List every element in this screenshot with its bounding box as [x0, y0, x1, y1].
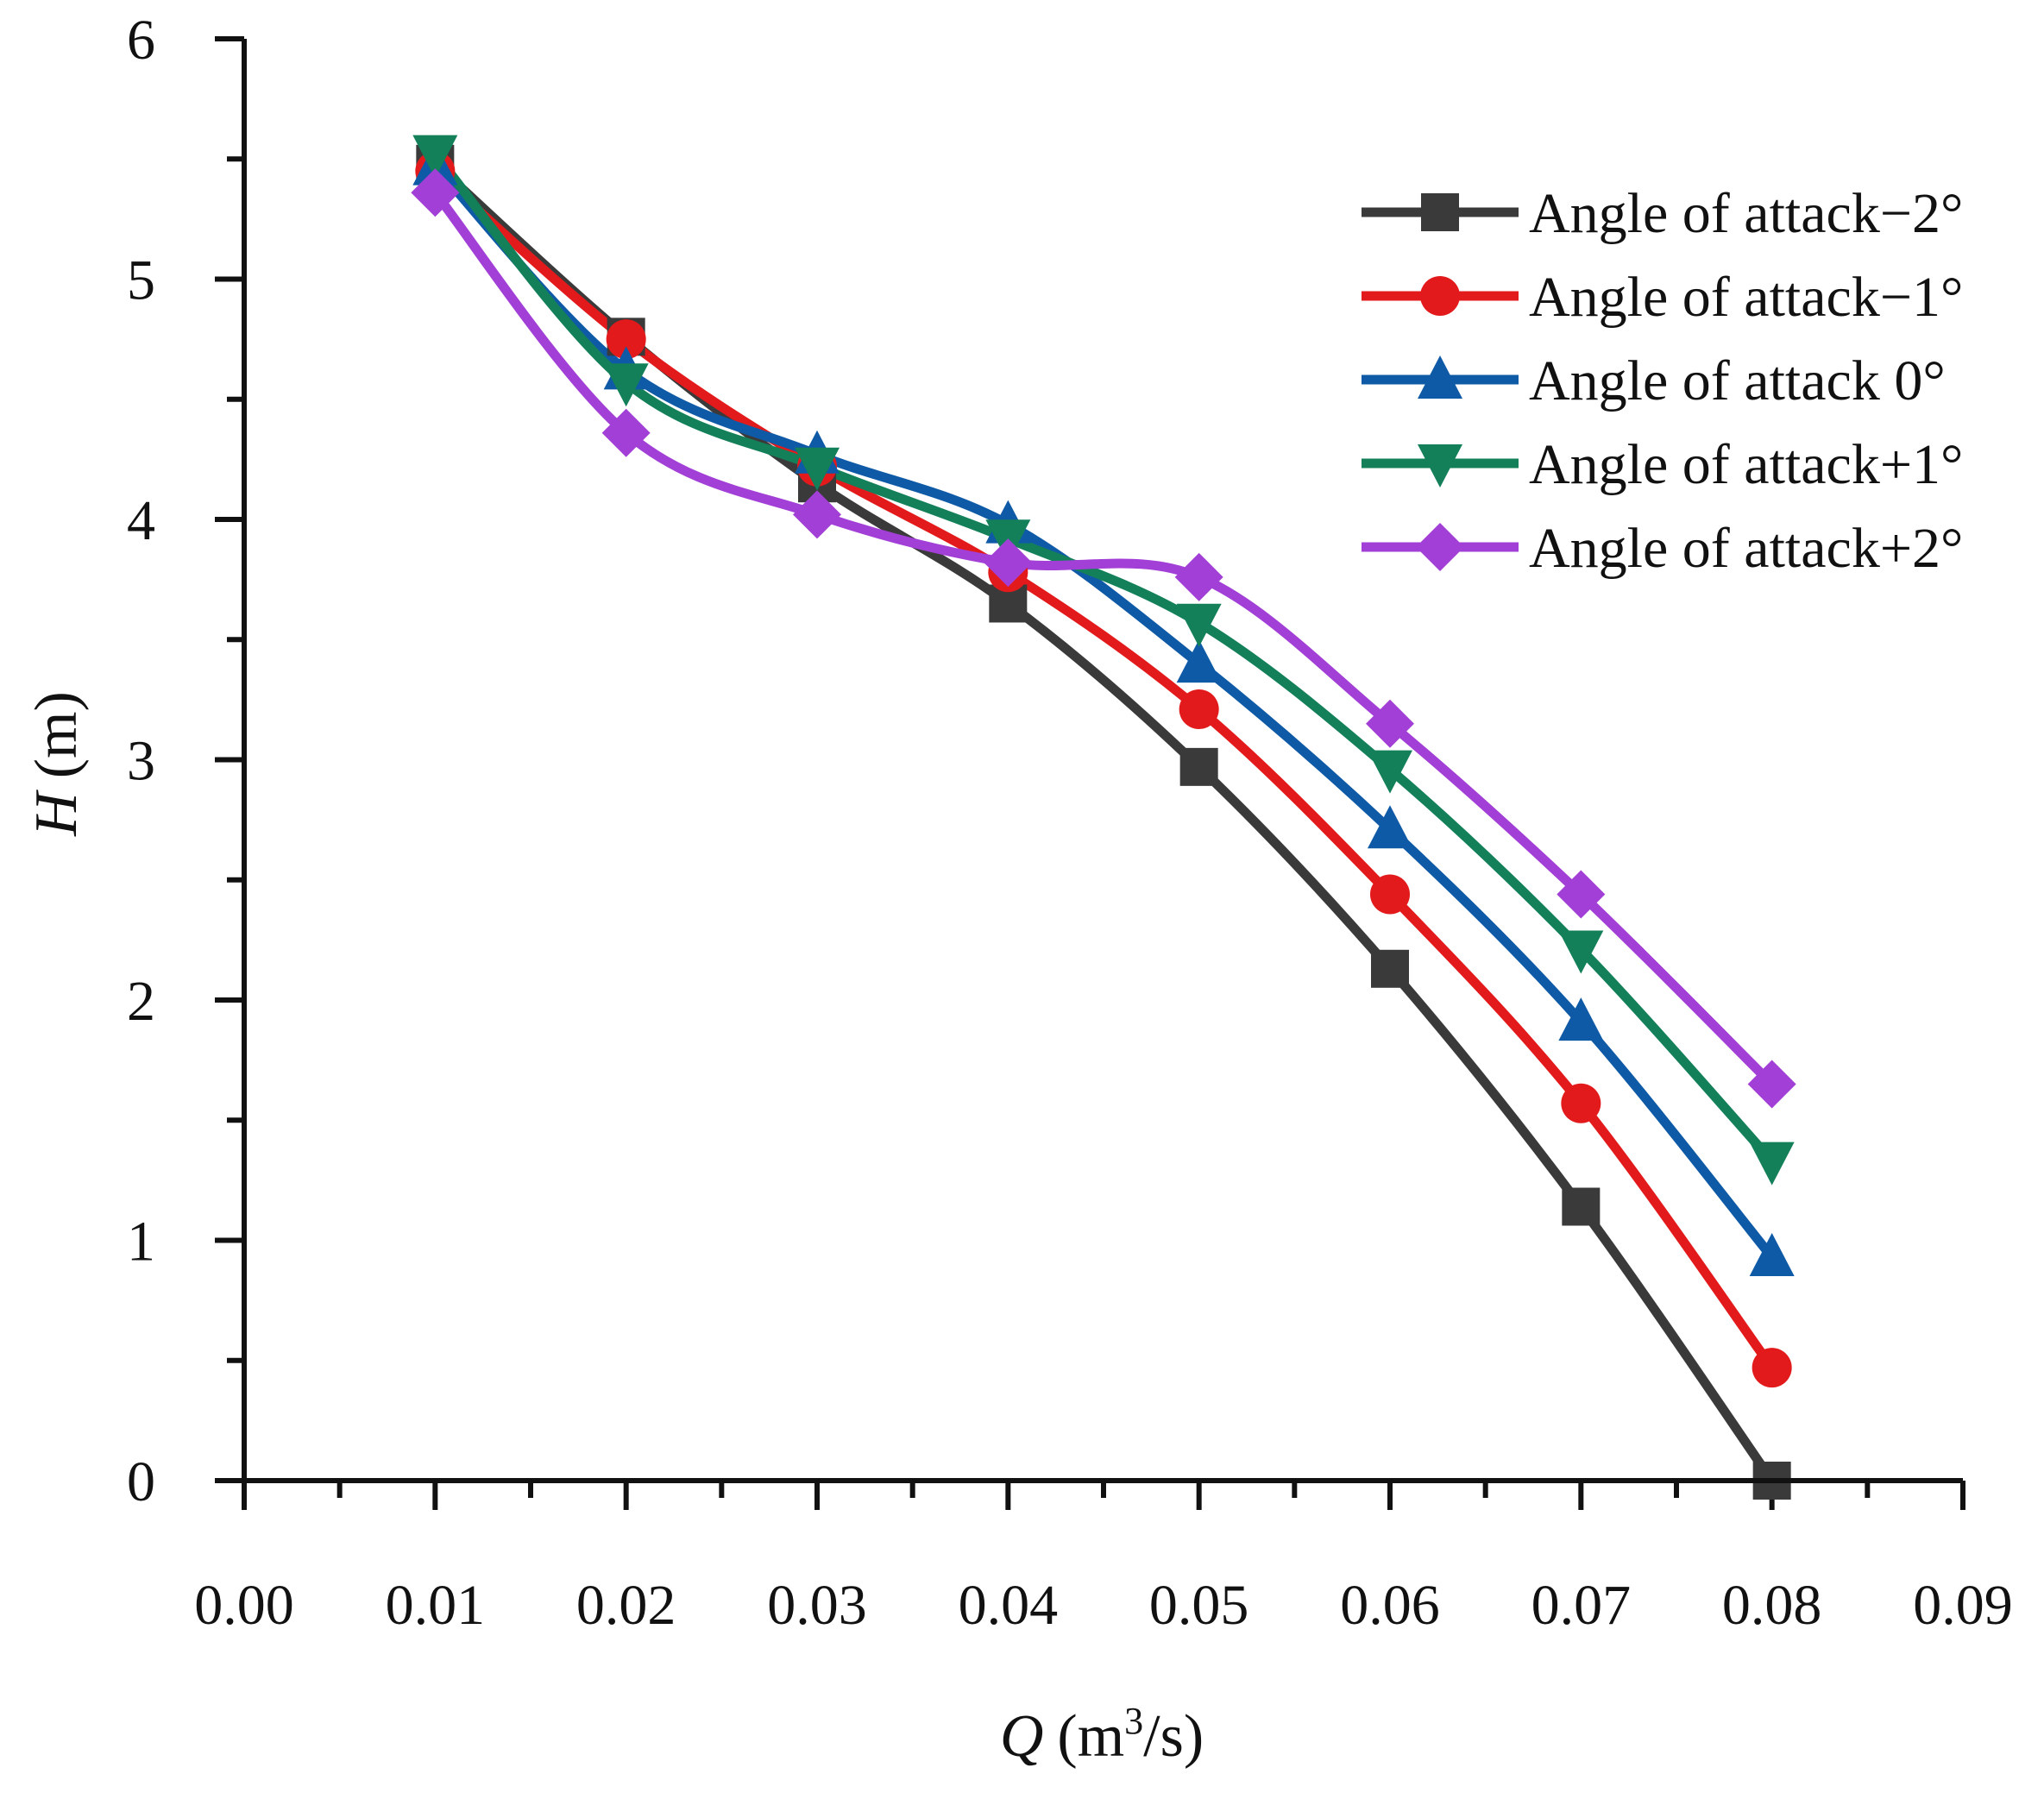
data-point-marker — [603, 363, 649, 407]
x-tick-label: 0.08 — [1722, 1574, 1822, 1637]
x-tick-label: 0.01 — [386, 1574, 486, 1637]
data-point-marker — [1562, 1187, 1601, 1226]
x-tick-label: 0.00 — [194, 1574, 294, 1637]
axes — [242, 39, 1963, 1483]
legend-label: Angle of attack+1° — [1529, 433, 1963, 496]
y-tick-label: 2 — [127, 970, 155, 1033]
data-point-marker — [1747, 1060, 1796, 1109]
data-point-marker — [793, 490, 841, 539]
data-point-marker — [1179, 689, 1219, 730]
x-tick-label: 0.04 — [959, 1574, 1059, 1637]
y-axis-title: H(m) — [23, 691, 90, 837]
x-tick-label: 0.05 — [1149, 1574, 1249, 1637]
legend-label: Angle of attack 0° — [1529, 349, 1946, 412]
data-point-marker — [601, 408, 651, 457]
data-point-marker — [412, 135, 458, 179]
x-axis-title: Q (m3/s) — [1000, 1700, 1204, 1770]
legend-label: Angle of attack+2° — [1529, 517, 1963, 580]
data-point-marker — [1561, 1083, 1601, 1123]
y-tick-label: 1 — [127, 1211, 155, 1274]
x-tick-label: 0.03 — [767, 1574, 867, 1637]
data-point-marker — [1558, 930, 1604, 974]
y-tick-label: 5 — [127, 249, 155, 312]
x-tick-label: 0.06 — [1340, 1574, 1440, 1637]
legend: Angle of attack−2° Angle of attack−1° Angl… — [1362, 182, 1963, 580]
axis-ticks — [215, 36, 1965, 1510]
legend-marker — [1421, 193, 1459, 231]
y-tick-label: 3 — [127, 730, 155, 793]
data-point-marker — [411, 168, 460, 217]
legend-marker — [1418, 355, 1462, 399]
data-point-marker — [1749, 1232, 1795, 1276]
data-point-marker — [1366, 699, 1414, 748]
legend-label: Angle of attack−2° — [1529, 182, 1963, 245]
x-tick-label: 0.02 — [576, 1574, 676, 1637]
series-markers — [411, 135, 1796, 1500]
legend-marker — [1420, 276, 1460, 316]
legend-marker — [1416, 523, 1464, 571]
data-point-marker — [984, 538, 1033, 588]
legend-marker — [1418, 444, 1462, 487]
y-tick-label: 6 — [127, 9, 155, 72]
legend-label: Angle of attack−1° — [1529, 266, 1963, 329]
data-point-marker — [795, 447, 840, 491]
data-point-marker — [1370, 874, 1410, 915]
data-point-marker — [1557, 870, 1606, 919]
tick-labels: 0.00 0.01 0.02 0.03 0.04 0.05 0.06 0.07 0.08 0.09… — [127, 9, 2013, 1637]
data-point-marker — [1752, 1348, 1792, 1388]
data-point-marker — [1176, 603, 1222, 647]
data-point-marker — [1179, 747, 1218, 786]
y-tick-label: 0 — [127, 1450, 155, 1513]
data-point-marker — [1368, 805, 1412, 849]
data-point-marker — [1371, 949, 1409, 988]
data-point-marker — [1749, 1142, 1795, 1186]
data-point-marker — [1368, 750, 1412, 794]
data-point-marker — [1558, 997, 1604, 1041]
data-point-marker — [606, 319, 646, 360]
y-tick-label: 4 — [127, 489, 155, 552]
x-tick-label: 0.07 — [1531, 1574, 1632, 1637]
data-point-marker — [1176, 639, 1222, 683]
x-tick-label: 0.09 — [1913, 1574, 2013, 1637]
data-point-marker — [1174, 552, 1223, 601]
